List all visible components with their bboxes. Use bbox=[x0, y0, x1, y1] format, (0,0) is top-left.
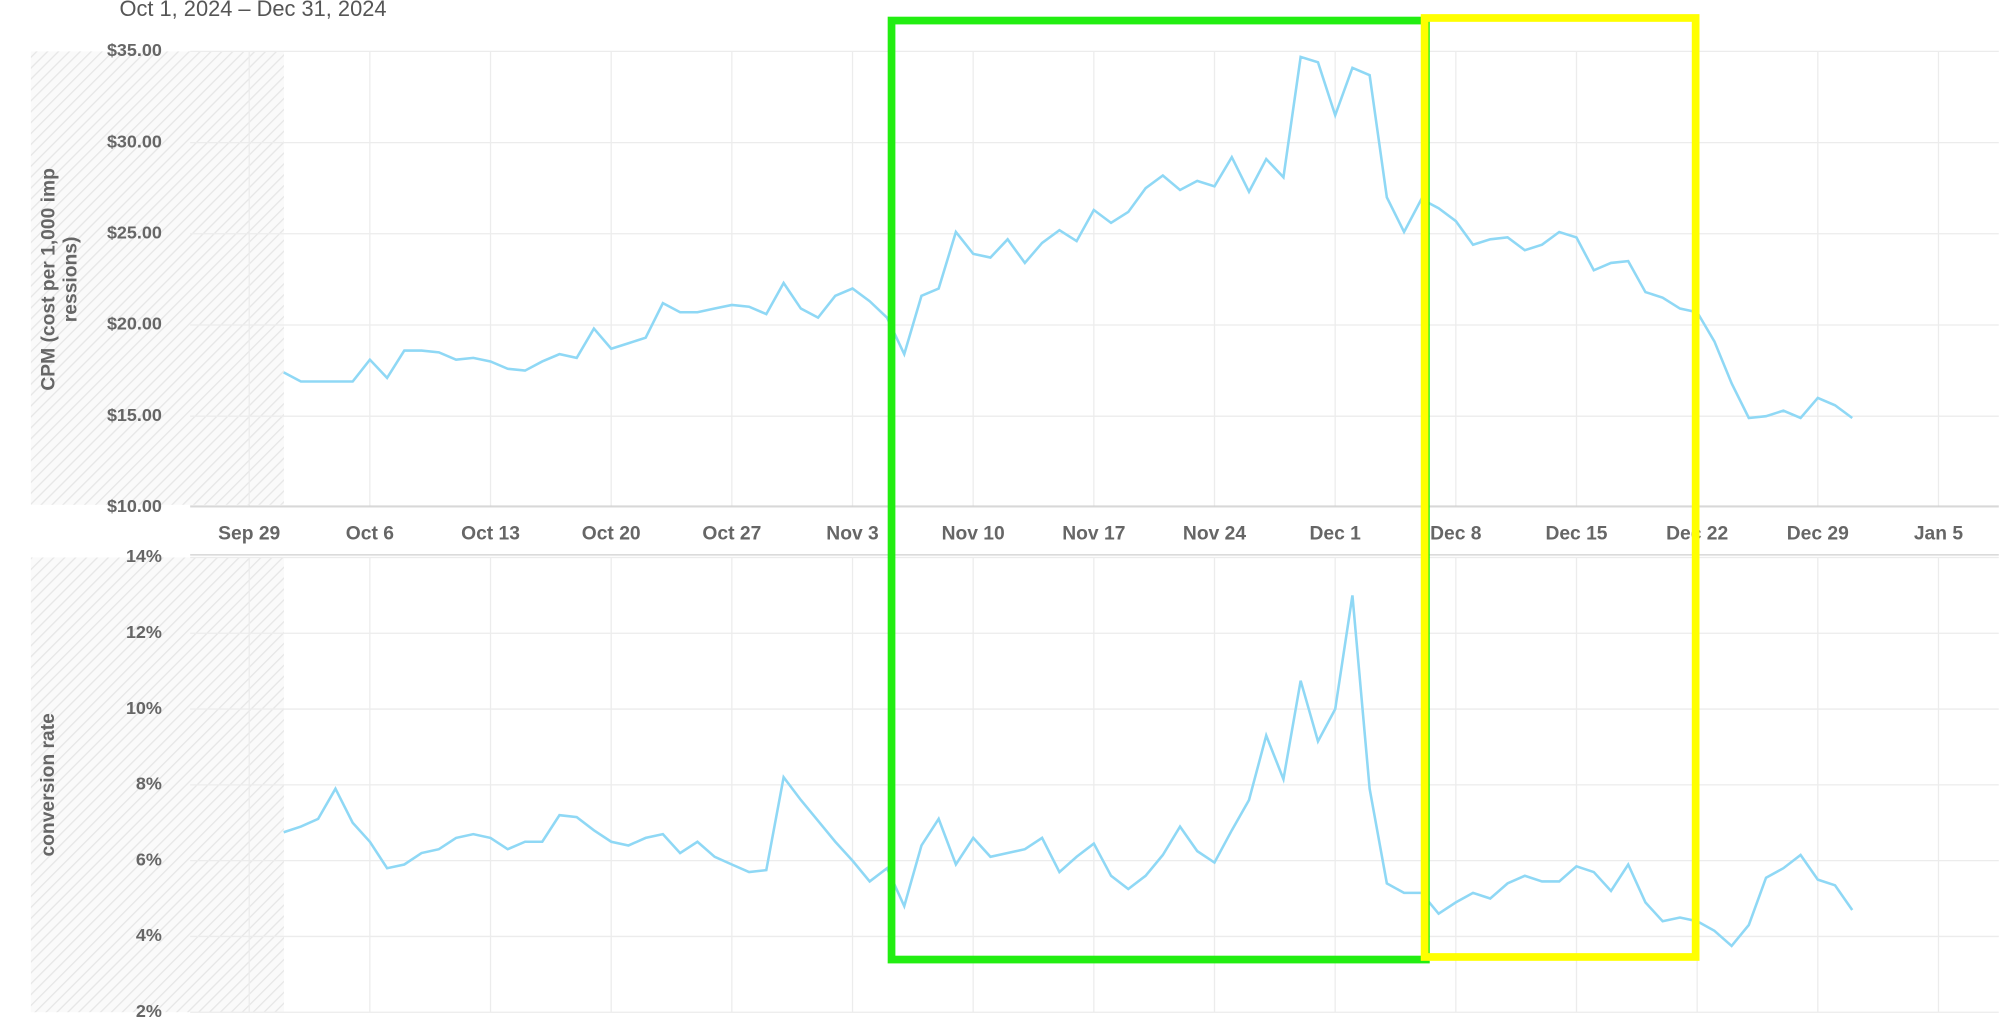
x-tick-label: Nov 3 bbox=[826, 523, 879, 544]
y-axis-label: CPM (cost per 1,000 imp bbox=[39, 168, 60, 391]
y-axis-label: conversion rate bbox=[38, 713, 59, 857]
y-axis-label: ressions) bbox=[60, 237, 81, 323]
y-tick-label: 4% bbox=[136, 925, 162, 945]
x-tick-label: Dec 8 bbox=[1430, 523, 1482, 544]
x-tick-label: Oct 27 bbox=[702, 523, 761, 544]
x-tick-label: Dec 15 bbox=[1545, 523, 1607, 544]
x-tick-label: Oct 13 bbox=[461, 523, 520, 544]
y-tick-label: 10% bbox=[126, 698, 162, 718]
x-tick-label: Nov 10 bbox=[942, 523, 1005, 544]
y-tick-label: 14% bbox=[126, 546, 162, 566]
highlight-box bbox=[887, 16, 1430, 964]
y-tick-label: $30.00 bbox=[107, 131, 162, 151]
x-tick-label: Dec 29 bbox=[1787, 523, 1849, 544]
y-tick-label: $15.00 bbox=[107, 405, 162, 425]
x-tick-label: Dec 1 bbox=[1309, 523, 1361, 544]
x-tick-label: Jan 5 bbox=[1914, 523, 1964, 544]
x-tick-label: Oct 6 bbox=[346, 523, 394, 544]
no-data-area bbox=[30, 51, 284, 505]
y-tick-label: 2% bbox=[136, 1001, 162, 1021]
x-tick-label: Nov 24 bbox=[1183, 523, 1246, 544]
y-tick-label: $35.00 bbox=[107, 40, 162, 60]
x-tick-label: Nov 17 bbox=[1062, 523, 1125, 544]
y-tick-label: $10.00 bbox=[107, 496, 162, 516]
x-tick-label: Sep 29 bbox=[218, 523, 280, 544]
y-tick-label: $25.00 bbox=[107, 223, 162, 243]
subtitle: Oct 1, 2024 – Dec 31, 2024 bbox=[120, 0, 387, 21]
x-tick-label: Oct 20 bbox=[582, 523, 641, 544]
highlight-box bbox=[1420, 14, 1700, 961]
y-tick-label: $20.00 bbox=[107, 314, 162, 334]
data-line bbox=[283, 595, 1854, 948]
data-line bbox=[283, 55, 1853, 420]
y-tick-label: 12% bbox=[126, 622, 162, 642]
y-tick-label: 6% bbox=[136, 849, 162, 869]
y-tick-label: 8% bbox=[136, 774, 162, 794]
